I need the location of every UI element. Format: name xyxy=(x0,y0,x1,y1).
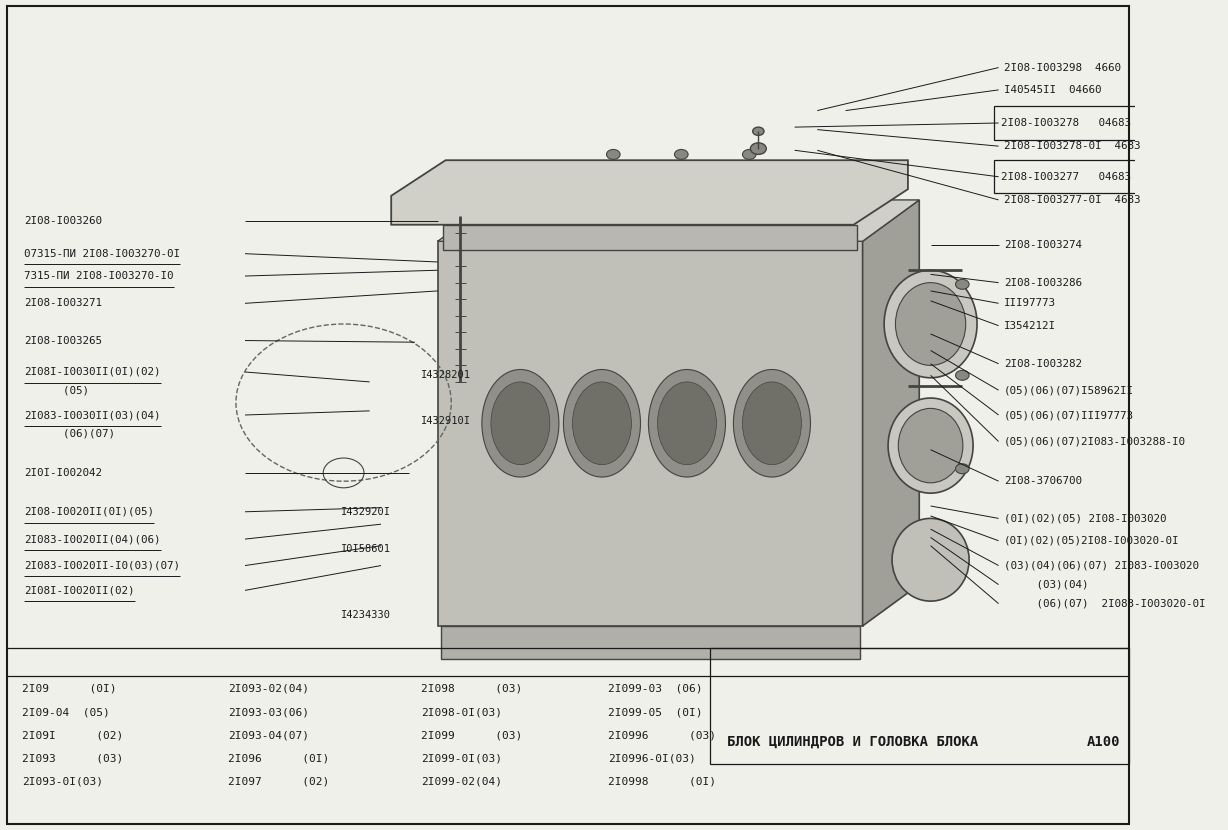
Text: 2I083-I0020II(04)(06): 2I083-I0020II(04)(06) xyxy=(25,534,161,544)
Bar xyxy=(993,106,1141,139)
Text: I354212I: I354212I xyxy=(1005,320,1056,330)
Text: 2I093-02(04): 2I093-02(04) xyxy=(228,684,309,694)
Text: 2I08I-I0030II(0I)(02): 2I08I-I0030II(0I)(02) xyxy=(25,367,161,377)
Text: 2I098-0I(03): 2I098-0I(03) xyxy=(421,707,502,717)
Polygon shape xyxy=(392,160,907,225)
Polygon shape xyxy=(443,225,857,250)
Text: 2I08-I003265: 2I08-I003265 xyxy=(25,335,102,345)
Text: 2I093-04(07): 2I093-04(07) xyxy=(228,730,309,740)
Text: 2I0I-I002042: 2I0I-I002042 xyxy=(25,468,102,478)
Text: 2I08-I003277-0I  4683: 2I08-I003277-0I 4683 xyxy=(1005,195,1141,205)
Circle shape xyxy=(750,143,766,154)
Ellipse shape xyxy=(481,369,559,477)
Text: 2I09I      (02): 2I09I (02) xyxy=(22,730,123,740)
Text: 2I083-I0030II(03)(04): 2I083-I0030II(03)(04) xyxy=(25,410,161,420)
Polygon shape xyxy=(441,626,861,659)
Text: I432920I: I432920I xyxy=(341,507,392,517)
Text: 2I08-I0020II(0I)(05): 2I08-I0020II(0I)(05) xyxy=(25,507,154,517)
Text: 2I099-05  (0I): 2I099-05 (0I) xyxy=(608,707,702,717)
Ellipse shape xyxy=(884,271,977,378)
Text: 2I093-03(06): 2I093-03(06) xyxy=(228,707,309,717)
Ellipse shape xyxy=(733,369,810,477)
Bar xyxy=(710,648,1129,764)
Text: (05)(06)(07)2I083-I003288-I0: (05)(06)(07)2I083-I003288-I0 xyxy=(1005,437,1186,447)
Text: 2I096      (0I): 2I096 (0I) xyxy=(228,754,329,764)
Text: БЛОК ЦИЛИНДРОВ И ГОЛОВКА БЛОКА: БЛОК ЦИЛИНДРОВ И ГОЛОВКА БЛОКА xyxy=(727,735,977,749)
Text: 2I093      (03): 2I093 (03) xyxy=(22,754,123,764)
Text: 2I08-I003282: 2I08-I003282 xyxy=(1005,359,1082,369)
Text: 2I09-04  (05): 2I09-04 (05) xyxy=(22,707,109,717)
Text: 2I0998      (0I): 2I0998 (0I) xyxy=(608,777,716,787)
Text: 07315-ПИ 2I08-I003270-0I: 07315-ПИ 2I08-I003270-0I xyxy=(25,249,181,259)
Circle shape xyxy=(955,280,969,290)
Text: 2I09      (0I): 2I09 (0I) xyxy=(22,684,117,694)
Ellipse shape xyxy=(572,382,631,465)
Text: 2I08-I003286: 2I08-I003286 xyxy=(1005,278,1082,288)
Text: 2I08-I003278-0I  4683: 2I08-I003278-0I 4683 xyxy=(1005,141,1141,151)
Text: (05)(06)(07)I58962II: (05)(06)(07)I58962II xyxy=(1005,385,1135,395)
Circle shape xyxy=(955,464,969,474)
Text: А100: А100 xyxy=(1087,735,1120,749)
Text: 2I0996-0I(03): 2I0996-0I(03) xyxy=(608,754,695,764)
Ellipse shape xyxy=(892,519,969,601)
Text: 2I08-I003274: 2I08-I003274 xyxy=(1005,240,1082,250)
Polygon shape xyxy=(437,200,920,242)
Text: (05): (05) xyxy=(25,385,90,395)
Text: 2I08-I003260: 2I08-I003260 xyxy=(25,216,102,226)
Text: I0I58601: I0I58601 xyxy=(341,544,392,554)
Text: 2I097      (02): 2I097 (02) xyxy=(228,777,329,787)
Circle shape xyxy=(743,149,756,159)
Ellipse shape xyxy=(648,369,726,477)
Ellipse shape xyxy=(743,382,802,465)
Ellipse shape xyxy=(491,382,550,465)
Ellipse shape xyxy=(899,408,963,483)
Text: 2I099-03  (06): 2I099-03 (06) xyxy=(608,684,702,694)
Text: (03)(04)(06)(07) 2I083-I003020: (03)(04)(06)(07) 2I083-I003020 xyxy=(1005,560,1200,570)
Circle shape xyxy=(607,149,620,159)
Text: 2I099-0I(03): 2I099-0I(03) xyxy=(421,754,502,764)
Text: I4328201: I4328201 xyxy=(421,370,470,380)
Text: III97773: III97773 xyxy=(1005,298,1056,308)
Ellipse shape xyxy=(564,369,641,477)
Text: 2I099-02(04): 2I099-02(04) xyxy=(421,777,502,787)
Text: 2I093-0I(03): 2I093-0I(03) xyxy=(22,777,103,787)
Text: I4234330: I4234330 xyxy=(341,610,392,620)
Text: (0I)(02)(05)2I08-I003020-0I: (0I)(02)(05)2I08-I003020-0I xyxy=(1005,535,1180,546)
Ellipse shape xyxy=(888,398,973,493)
Text: 2I098      (03): 2I098 (03) xyxy=(421,684,522,694)
Ellipse shape xyxy=(895,283,965,365)
Ellipse shape xyxy=(657,382,716,465)
Text: (03)(04): (03)(04) xyxy=(1005,579,1089,589)
Text: I40545II  04660: I40545II 04660 xyxy=(1005,85,1102,95)
Text: 2I0996      (03): 2I0996 (03) xyxy=(608,730,716,740)
Polygon shape xyxy=(862,200,920,626)
Text: 7315-ПИ 2I08-I003270-I0: 7315-ПИ 2I08-I003270-I0 xyxy=(25,271,173,281)
Circle shape xyxy=(955,370,969,380)
Text: 2I08I-I0020II(02): 2I08I-I0020II(02) xyxy=(25,585,135,595)
Text: 2I08-I003277   04683: 2I08-I003277 04683 xyxy=(1001,172,1131,182)
Text: 2I083-I0020II-I0(03)(07): 2I083-I0020II-I0(03)(07) xyxy=(25,560,181,570)
Text: (0I)(02)(05) 2I08-I003020: (0I)(02)(05) 2I08-I003020 xyxy=(1005,514,1167,524)
Text: 2I08-I003278   04683: 2I08-I003278 04683 xyxy=(1001,118,1131,128)
Circle shape xyxy=(753,127,764,135)
Text: (06)(07)  2I083-I003020-0I: (06)(07) 2I083-I003020-0I xyxy=(1005,598,1206,608)
Text: (05)(06)(07)III97773: (05)(06)(07)III97773 xyxy=(1005,410,1135,420)
Text: 2I099      (03): 2I099 (03) xyxy=(421,730,522,740)
Text: I432910I: I432910I xyxy=(421,416,470,426)
Bar xyxy=(993,160,1141,193)
Polygon shape xyxy=(437,242,862,626)
Text: 2I08-I003271: 2I08-I003271 xyxy=(25,298,102,308)
Text: (06)(07): (06)(07) xyxy=(25,428,115,438)
Text: 2I08-3706700: 2I08-3706700 xyxy=(1005,476,1082,486)
Circle shape xyxy=(674,149,688,159)
Text: 2I08-I003298  4660: 2I08-I003298 4660 xyxy=(1005,62,1121,72)
